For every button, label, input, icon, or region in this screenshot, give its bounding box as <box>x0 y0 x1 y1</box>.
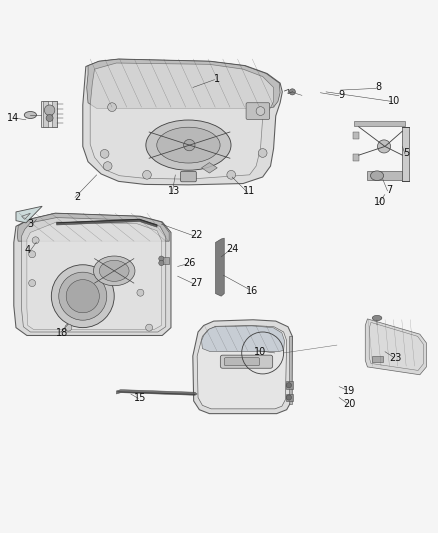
Text: 1: 1 <box>214 74 220 84</box>
Circle shape <box>258 149 267 157</box>
Polygon shape <box>14 213 171 335</box>
Text: 26: 26 <box>183 258 195 268</box>
FancyBboxPatch shape <box>220 355 273 368</box>
Text: 22: 22 <box>190 230 202 240</box>
Polygon shape <box>41 101 57 127</box>
Circle shape <box>146 324 152 331</box>
Circle shape <box>59 272 107 320</box>
Polygon shape <box>365 319 426 375</box>
Polygon shape <box>367 171 403 180</box>
Text: 5: 5 <box>404 148 410 158</box>
Text: 16: 16 <box>246 286 258 295</box>
Polygon shape <box>57 220 157 227</box>
Polygon shape <box>354 121 405 126</box>
Text: 14: 14 <box>7 113 19 123</box>
Circle shape <box>100 149 109 158</box>
Text: 2: 2 <box>74 192 80 201</box>
Circle shape <box>286 383 291 388</box>
Polygon shape <box>286 381 293 389</box>
Circle shape <box>28 251 35 258</box>
Circle shape <box>289 89 295 95</box>
Polygon shape <box>42 101 48 127</box>
Text: 3: 3 <box>27 219 33 229</box>
Circle shape <box>44 105 55 116</box>
Ellipse shape <box>157 127 220 163</box>
Ellipse shape <box>371 171 384 181</box>
Polygon shape <box>197 326 287 409</box>
Polygon shape <box>201 163 217 173</box>
Polygon shape <box>160 257 169 264</box>
Polygon shape <box>215 238 224 296</box>
Polygon shape <box>286 393 293 401</box>
Polygon shape <box>17 213 169 241</box>
Circle shape <box>137 289 144 296</box>
Text: 13: 13 <box>168 187 180 196</box>
Circle shape <box>378 140 391 153</box>
Text: 7: 7 <box>386 185 392 195</box>
Polygon shape <box>353 132 359 139</box>
Circle shape <box>66 280 99 313</box>
Text: 27: 27 <box>190 278 202 288</box>
Polygon shape <box>21 213 30 220</box>
Polygon shape <box>27 222 161 329</box>
Text: 10: 10 <box>254 346 267 357</box>
Ellipse shape <box>146 120 231 170</box>
Text: 4: 4 <box>25 245 31 255</box>
Polygon shape <box>353 154 359 161</box>
Circle shape <box>46 115 53 122</box>
Ellipse shape <box>24 111 36 118</box>
Text: 15: 15 <box>134 393 147 403</box>
Text: 11: 11 <box>244 187 256 196</box>
Circle shape <box>286 395 291 400</box>
Circle shape <box>143 171 151 179</box>
Text: 10: 10 <box>374 197 387 207</box>
Circle shape <box>51 265 114 328</box>
FancyBboxPatch shape <box>224 358 260 366</box>
Circle shape <box>256 107 265 116</box>
Text: 23: 23 <box>390 353 402 363</box>
Circle shape <box>227 171 236 179</box>
Text: 18: 18 <box>56 328 68 338</box>
Circle shape <box>108 103 117 111</box>
Ellipse shape <box>93 256 135 286</box>
Text: 20: 20 <box>343 399 355 409</box>
Circle shape <box>65 324 72 331</box>
Text: 10: 10 <box>388 95 400 106</box>
Ellipse shape <box>99 261 129 281</box>
Circle shape <box>159 256 164 261</box>
Polygon shape <box>201 326 285 352</box>
Polygon shape <box>289 336 292 404</box>
Polygon shape <box>87 59 280 108</box>
Polygon shape <box>117 390 197 395</box>
FancyBboxPatch shape <box>180 171 196 182</box>
FancyBboxPatch shape <box>246 103 270 119</box>
Polygon shape <box>16 206 42 223</box>
Polygon shape <box>193 320 292 414</box>
Text: 24: 24 <box>226 244 238 254</box>
Polygon shape <box>83 59 283 185</box>
Polygon shape <box>403 127 409 181</box>
Circle shape <box>28 280 35 287</box>
Polygon shape <box>52 101 57 127</box>
Polygon shape <box>372 356 383 362</box>
Polygon shape <box>90 63 274 179</box>
Text: 9: 9 <box>338 90 344 100</box>
Circle shape <box>103 161 112 171</box>
Circle shape <box>184 140 195 151</box>
Text: 8: 8 <box>375 83 381 93</box>
Circle shape <box>159 261 164 265</box>
Polygon shape <box>369 322 424 370</box>
Polygon shape <box>21 217 166 332</box>
Text: 19: 19 <box>343 386 355 396</box>
Ellipse shape <box>372 316 382 321</box>
Circle shape <box>32 237 39 244</box>
